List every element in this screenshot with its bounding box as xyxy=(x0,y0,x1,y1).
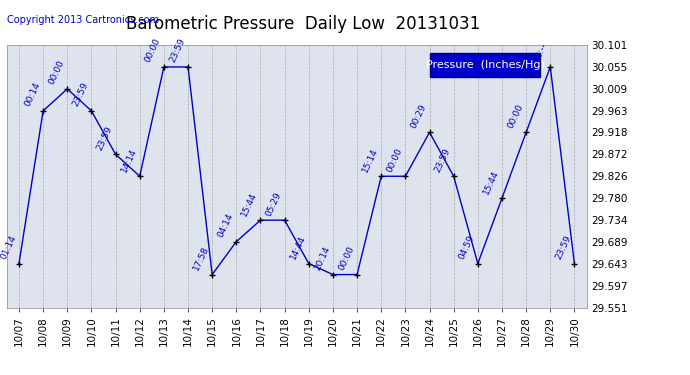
Text: 15:44: 15:44 xyxy=(482,168,500,195)
Text: 15:44: 15:44 xyxy=(240,190,259,217)
Text: 05:29: 05:29 xyxy=(264,190,283,217)
Text: 23:59: 23:59 xyxy=(168,37,186,64)
Text: Barometric Pressure  Daily Low  20131031: Barometric Pressure Daily Low 20131031 xyxy=(126,15,481,33)
Text: 15:14: 15:14 xyxy=(361,146,380,174)
Text: 00:00: 00:00 xyxy=(47,59,66,86)
Text: 23:59: 23:59 xyxy=(433,146,452,174)
Text: 04:14: 04:14 xyxy=(216,212,235,239)
Bar xyxy=(430,53,540,76)
Text: 23:59: 23:59 xyxy=(95,124,114,152)
Text: 23:--: 23:-- xyxy=(532,42,549,64)
Text: 00:00: 00:00 xyxy=(385,146,404,174)
Text: 14:14: 14:14 xyxy=(119,147,138,174)
Text: 00:00: 00:00 xyxy=(506,102,524,130)
Text: 20:14: 20:14 xyxy=(313,245,331,272)
Text: 17:58: 17:58 xyxy=(192,244,210,272)
Text: 00:00: 00:00 xyxy=(337,244,355,272)
Text: 14:44: 14:44 xyxy=(288,234,307,261)
Text: 00:14: 00:14 xyxy=(23,81,41,108)
Text: 23:59: 23:59 xyxy=(71,81,90,108)
Text: 01:14: 01:14 xyxy=(0,234,17,261)
Text: 00:29: 00:29 xyxy=(409,102,428,130)
Text: 23:59: 23:59 xyxy=(554,234,573,261)
Text: 00:00: 00:00 xyxy=(144,37,162,64)
Text: 04:59: 04:59 xyxy=(457,234,476,261)
Text: Pressure  (Inches/Hg): Pressure (Inches/Hg) xyxy=(426,60,544,70)
Text: Copyright 2013 Cartronics.com: Copyright 2013 Cartronics.com xyxy=(7,15,159,25)
